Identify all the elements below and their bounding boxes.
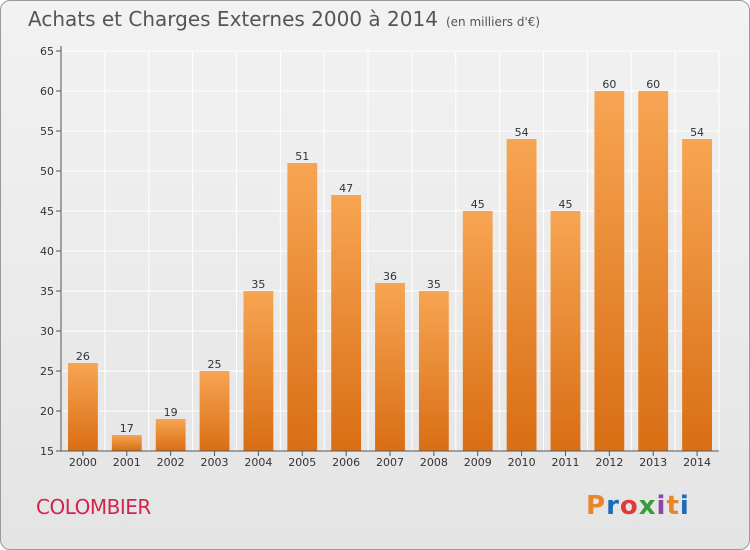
place-name: COLOMBIER: [36, 495, 151, 519]
data-label: 19: [164, 406, 178, 419]
bar: [287, 163, 318, 451]
bar: [111, 435, 142, 451]
x-tick-label: 2006: [332, 456, 360, 469]
logo-letter: i: [656, 491, 667, 521]
x-tick-label: 2014: [683, 456, 711, 469]
y-tick-label: 15: [40, 445, 54, 458]
bar: [682, 139, 712, 451]
x-tick-label: 2013: [639, 456, 667, 469]
data-label: 45: [558, 198, 572, 211]
data-label: 35: [427, 278, 441, 291]
data-label: 17: [120, 422, 134, 435]
x-tick-label: 2002: [157, 456, 185, 469]
bar: [506, 139, 537, 451]
chart-title: Achats et Charges Externes 2000 à 2014: [28, 7, 438, 31]
x-tick-label: 2003: [201, 456, 229, 469]
x-tick-label: 2001: [113, 456, 141, 469]
logo-letter: o: [619, 491, 639, 521]
y-tick-label: 50: [40, 165, 54, 178]
x-tick-label: 2005: [288, 456, 316, 469]
bar: [155, 419, 186, 451]
y-tick-label: 35: [40, 285, 54, 298]
data-label: 51: [295, 150, 309, 163]
logo-letter: r: [606, 491, 620, 521]
x-tick-label: 2007: [376, 456, 404, 469]
x-tick-label: 2011: [551, 456, 579, 469]
x-tick-label: 2008: [420, 456, 448, 469]
logo-letter: x: [638, 491, 657, 521]
data-label: 45: [471, 198, 485, 211]
proxiti-logo[interactable]: Proxiti: [586, 491, 690, 521]
y-tick-label: 45: [40, 205, 54, 218]
x-tick-label: 2004: [244, 456, 272, 469]
y-tick-label: 20: [40, 405, 54, 418]
data-label: 60: [602, 78, 616, 91]
x-tick-label: 2009: [464, 456, 492, 469]
logo-letter: P: [586, 491, 607, 521]
data-label: 47: [339, 182, 353, 195]
logo-letter: t: [666, 491, 680, 521]
x-tick-label: 2010: [508, 456, 536, 469]
data-label: 60: [646, 78, 660, 91]
bar: [594, 91, 625, 451]
data-label: 35: [251, 278, 265, 291]
y-tick-label: 55: [40, 125, 54, 138]
bar: [550, 211, 581, 451]
x-tick-label: 2000: [69, 456, 97, 469]
bar: [638, 91, 669, 451]
bar: [418, 291, 449, 451]
data-label: 26: [76, 350, 90, 363]
y-tick-label: 30: [40, 325, 54, 338]
logo-letter: i: [679, 491, 690, 521]
bar: [331, 195, 362, 451]
bar: [199, 371, 230, 451]
bar: [243, 291, 274, 451]
data-label: 36: [383, 270, 397, 283]
bar: [375, 283, 405, 451]
chart-title-group: Achats et Charges Externes 2000 à 2014 (e…: [28, 7, 540, 31]
y-tick-label: 60: [40, 85, 54, 98]
y-tick-label: 25: [40, 365, 54, 378]
y-tick-label: 65: [40, 45, 54, 58]
bar: [68, 363, 98, 451]
data-label: 54: [690, 126, 704, 139]
y-tick-label: 40: [40, 245, 54, 258]
chart-unit: (en milliers d'€): [445, 15, 541, 29]
data-label: 25: [208, 358, 222, 371]
x-tick-label: 2012: [595, 456, 623, 469]
data-label: 54: [515, 126, 529, 139]
bar: [462, 211, 493, 451]
